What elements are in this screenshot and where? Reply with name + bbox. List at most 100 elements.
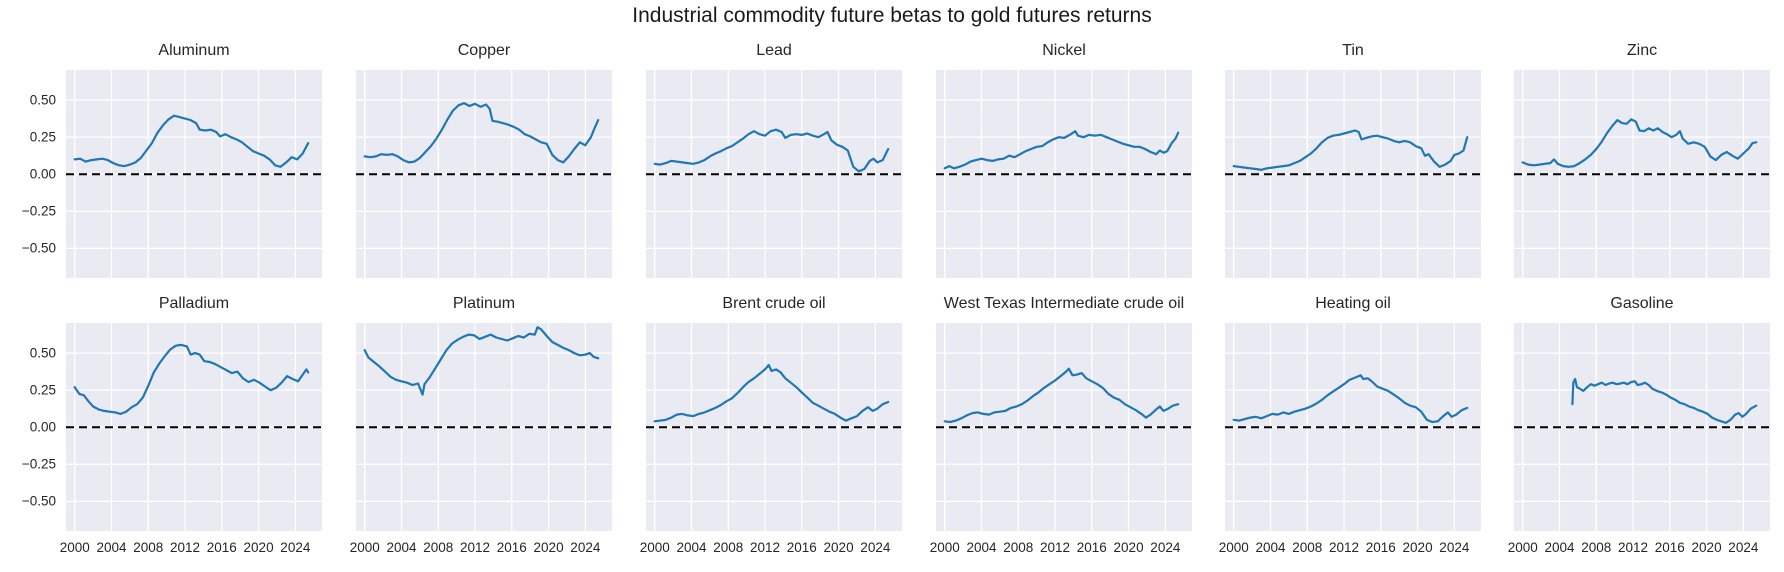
x-tick-label: 2024	[860, 540, 891, 555]
subplot-brent-crude-oil	[646, 323, 902, 531]
y-tick-label: 0.00	[29, 166, 56, 182]
x-tick-label: 2004	[1255, 540, 1286, 555]
x-tick-label: 2004	[966, 540, 997, 555]
x-tick-label: 2012	[1329, 540, 1360, 555]
beta-line-gasoline	[1571, 377, 1758, 424]
plot-area	[1514, 70, 1770, 278]
subplot-platinum	[356, 323, 612, 531]
x-tick-label: 2004	[1544, 540, 1575, 555]
x-tick-label: 2000	[1218, 540, 1249, 555]
x-tick-label: 2004	[676, 540, 707, 555]
beta-line-aluminum	[73, 114, 310, 168]
x-tick-label: 2024	[1439, 540, 1470, 555]
subplot-title-aluminum: Aluminum	[158, 42, 230, 59]
x-tick-label: 2020	[823, 540, 854, 555]
plot-area	[936, 323, 1192, 531]
plot-area	[66, 70, 322, 278]
x-tick-label: 2008	[1292, 540, 1323, 555]
figure-title: Industrial commodity future betas to gol…	[632, 4, 1152, 27]
x-tick-label: 2012	[1618, 540, 1649, 555]
beta-line-nickel	[943, 130, 1180, 170]
subplot-title-nickel: Nickel	[1042, 42, 1086, 59]
subplot-title-palladium: Palladium	[158, 295, 230, 312]
beta-line-copper	[363, 102, 600, 164]
x-tick-label: 2000	[59, 540, 90, 555]
subplot-copper	[356, 70, 612, 278]
x-tick-label: 2008	[1581, 540, 1612, 555]
x-tick-label: 2024	[1728, 540, 1759, 555]
subplot-title-brent-crude-oil: Brent crude oil	[722, 295, 826, 312]
x-tick-label: 2008	[713, 540, 744, 555]
x-tick-label: 2020	[1113, 540, 1144, 555]
beta-line-lead	[653, 128, 890, 173]
x-tick-label: 2016	[496, 540, 527, 555]
x-tick-label: 2000	[349, 540, 380, 555]
x-tick-label: 2008	[1003, 540, 1034, 555]
x-tick-label: 2024	[280, 540, 311, 555]
beta-line-west-texas-intermediate-crude-oil	[943, 367, 1180, 424]
x-tick-label: 2020	[1691, 540, 1722, 555]
subplot-heating-oil	[1225, 323, 1481, 531]
subplot-gasoline	[1514, 323, 1770, 531]
y-tick-label: 0.50	[29, 92, 56, 108]
y-tick-label: 0.25	[29, 382, 56, 398]
x-tick-label: 2020	[1402, 540, 1433, 555]
x-tick-label: 2016	[1076, 540, 1107, 555]
subplot-title-zinc: Zinc	[1626, 42, 1658, 59]
subplot-tin	[1225, 70, 1481, 278]
x-tick-label: 2000	[929, 540, 960, 555]
subplot-title-lead: Lead	[756, 42, 792, 59]
x-tick-label: 2012	[170, 540, 201, 555]
subplot-palladium	[66, 323, 322, 531]
subplot-title-copper: Copper	[457, 42, 511, 59]
subplot-title-platinum: Platinum	[452, 295, 516, 312]
subplot-nickel	[936, 70, 1192, 278]
plot-area	[1225, 323, 1481, 531]
plot-area	[1514, 323, 1770, 531]
plot-area	[356, 323, 612, 531]
y-tick-label: −0.25	[21, 456, 56, 472]
x-tick-label: 2024	[570, 540, 601, 555]
y-tick-label: −0.50	[21, 493, 56, 509]
x-tick-label: 2016	[786, 540, 817, 555]
subplot-title-tin: Tin	[1342, 42, 1364, 59]
x-tick-label: 2000	[1507, 540, 1538, 555]
x-tick-label: 2020	[243, 540, 274, 555]
x-tick-label: 2016	[1654, 540, 1685, 555]
x-tick-label: 2012	[460, 540, 491, 555]
x-tick-label: 2020	[533, 540, 564, 555]
beta-line-palladium	[73, 343, 310, 415]
x-tick-label: 2004	[386, 540, 417, 555]
subplot-zinc	[1514, 70, 1770, 278]
plot-area	[66, 323, 322, 531]
y-tick-label: 0.25	[29, 129, 56, 145]
plot-area	[646, 323, 902, 531]
y-tick-label: −0.25	[21, 203, 56, 219]
x-tick-label: 2008	[423, 540, 454, 555]
beta-line-platinum	[363, 326, 600, 396]
y-tick-label: 0.00	[29, 419, 56, 435]
beta-line-brent-crude-oil	[653, 363, 890, 423]
beta-line-zinc	[1521, 118, 1758, 168]
x-tick-label: 2016	[206, 540, 237, 555]
x-tick-label: 2024	[1150, 540, 1181, 555]
beta-line-tin	[1232, 129, 1469, 171]
y-tick-label: −0.50	[21, 240, 56, 256]
x-tick-label: 2004	[96, 540, 127, 555]
x-tick-label: 2012	[750, 540, 781, 555]
subplot-west-texas-intermediate-crude-oil	[936, 323, 1192, 531]
x-tick-label: 2000	[639, 540, 670, 555]
subplot-lead	[646, 70, 902, 278]
x-tick-label: 2012	[1040, 540, 1071, 555]
plot-area	[1225, 70, 1481, 278]
beta-line-heating-oil	[1232, 374, 1469, 424]
plot-area	[646, 70, 902, 278]
y-tick-label: 0.50	[29, 345, 56, 361]
subplot-aluminum	[66, 70, 322, 278]
x-tick-label: 2008	[133, 540, 164, 555]
plot-area	[356, 70, 612, 278]
subplot-title-west-texas-intermediate-crude-oil: West Texas Intermediate crude oil	[943, 295, 1185, 312]
x-tick-label: 2016	[1365, 540, 1396, 555]
subplot-title-gasoline: Gasoline	[1610, 295, 1674, 312]
subplot-title-heating-oil: Heating oil	[1315, 295, 1391, 312]
